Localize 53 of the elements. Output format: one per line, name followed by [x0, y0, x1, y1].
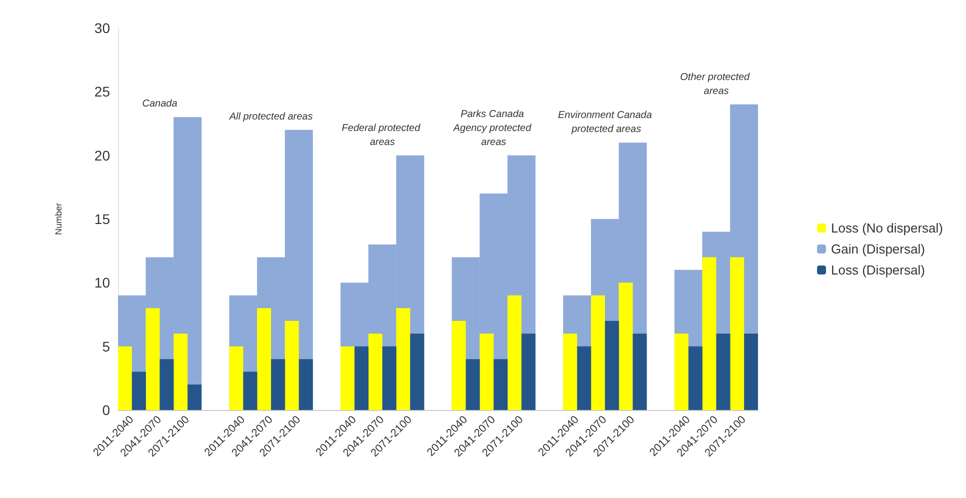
bar: [590, 295, 605, 410]
legend-label: Loss (Dispersal): [831, 262, 925, 278]
bar: [271, 359, 286, 410]
annotation: Canada: [142, 98, 178, 110]
bar: [229, 346, 244, 410]
y-tick-label: 25: [94, 84, 110, 100]
bar: [688, 346, 702, 410]
bar: [188, 384, 202, 410]
y-tick-label: 10: [94, 274, 110, 291]
bar: [410, 334, 424, 410]
bar: [632, 334, 647, 410]
bar: [174, 334, 188, 410]
annotation: Other protected areas: [680, 72, 752, 97]
y-axis-title: Number: [54, 202, 64, 236]
annotation: Parks Canada Agency protected areas: [452, 108, 534, 148]
bar: [494, 359, 508, 410]
bar: [257, 308, 272, 410]
bar: [618, 282, 633, 410]
y-tick-label: 0: [102, 402, 110, 418]
bar: [744, 334, 758, 410]
bar: [354, 346, 369, 410]
y-tick-label: 15: [94, 211, 110, 227]
bar: [382, 346, 396, 410]
legend-label: Loss (No dispersal): [831, 220, 944, 236]
bar: [507, 295, 522, 410]
bar: [674, 334, 688, 410]
bar: [563, 334, 578, 410]
bar: [466, 359, 480, 410]
bar: [340, 346, 355, 410]
bar: [730, 257, 744, 410]
bar: [118, 346, 132, 410]
annotation: Environment Canada protected areas: [558, 110, 652, 136]
bar: [480, 334, 494, 410]
bar: [396, 308, 410, 410]
y-tick-label: 30: [94, 20, 110, 36]
bar: [577, 346, 592, 410]
annotation: All protected areas: [228, 111, 313, 122]
bar: [160, 359, 174, 410]
bar: [702, 257, 716, 410]
bar: [716, 334, 730, 410]
bar: [243, 372, 258, 410]
bar: [146, 308, 160, 410]
bar: [604, 320, 619, 410]
annotation: Federal protected areas: [342, 122, 423, 148]
bar: [452, 320, 466, 410]
y-tick-label: 20: [94, 147, 110, 164]
bar: [521, 334, 536, 410]
y-tick-label: 5: [102, 338, 110, 354]
legend-label: Gain (Dispersal): [831, 242, 925, 256]
bar: [132, 372, 146, 410]
bar: [298, 359, 313, 410]
bar: [368, 334, 382, 410]
bar: [284, 320, 299, 410]
